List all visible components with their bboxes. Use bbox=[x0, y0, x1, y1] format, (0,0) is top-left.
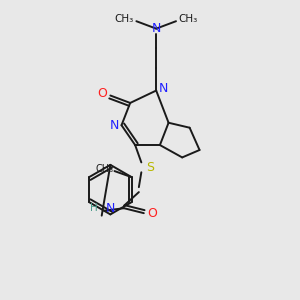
Text: CH₃: CH₃ bbox=[95, 164, 114, 174]
Text: CH₃: CH₃ bbox=[114, 14, 134, 24]
Text: N: N bbox=[152, 22, 161, 35]
Text: O: O bbox=[148, 207, 158, 220]
Text: CH₃: CH₃ bbox=[179, 14, 198, 24]
Text: N: N bbox=[110, 119, 119, 132]
Text: N: N bbox=[105, 202, 115, 215]
Text: O: O bbox=[97, 86, 106, 100]
Text: H: H bbox=[90, 203, 98, 213]
Text: N: N bbox=[159, 82, 168, 94]
Text: S: S bbox=[146, 161, 154, 174]
